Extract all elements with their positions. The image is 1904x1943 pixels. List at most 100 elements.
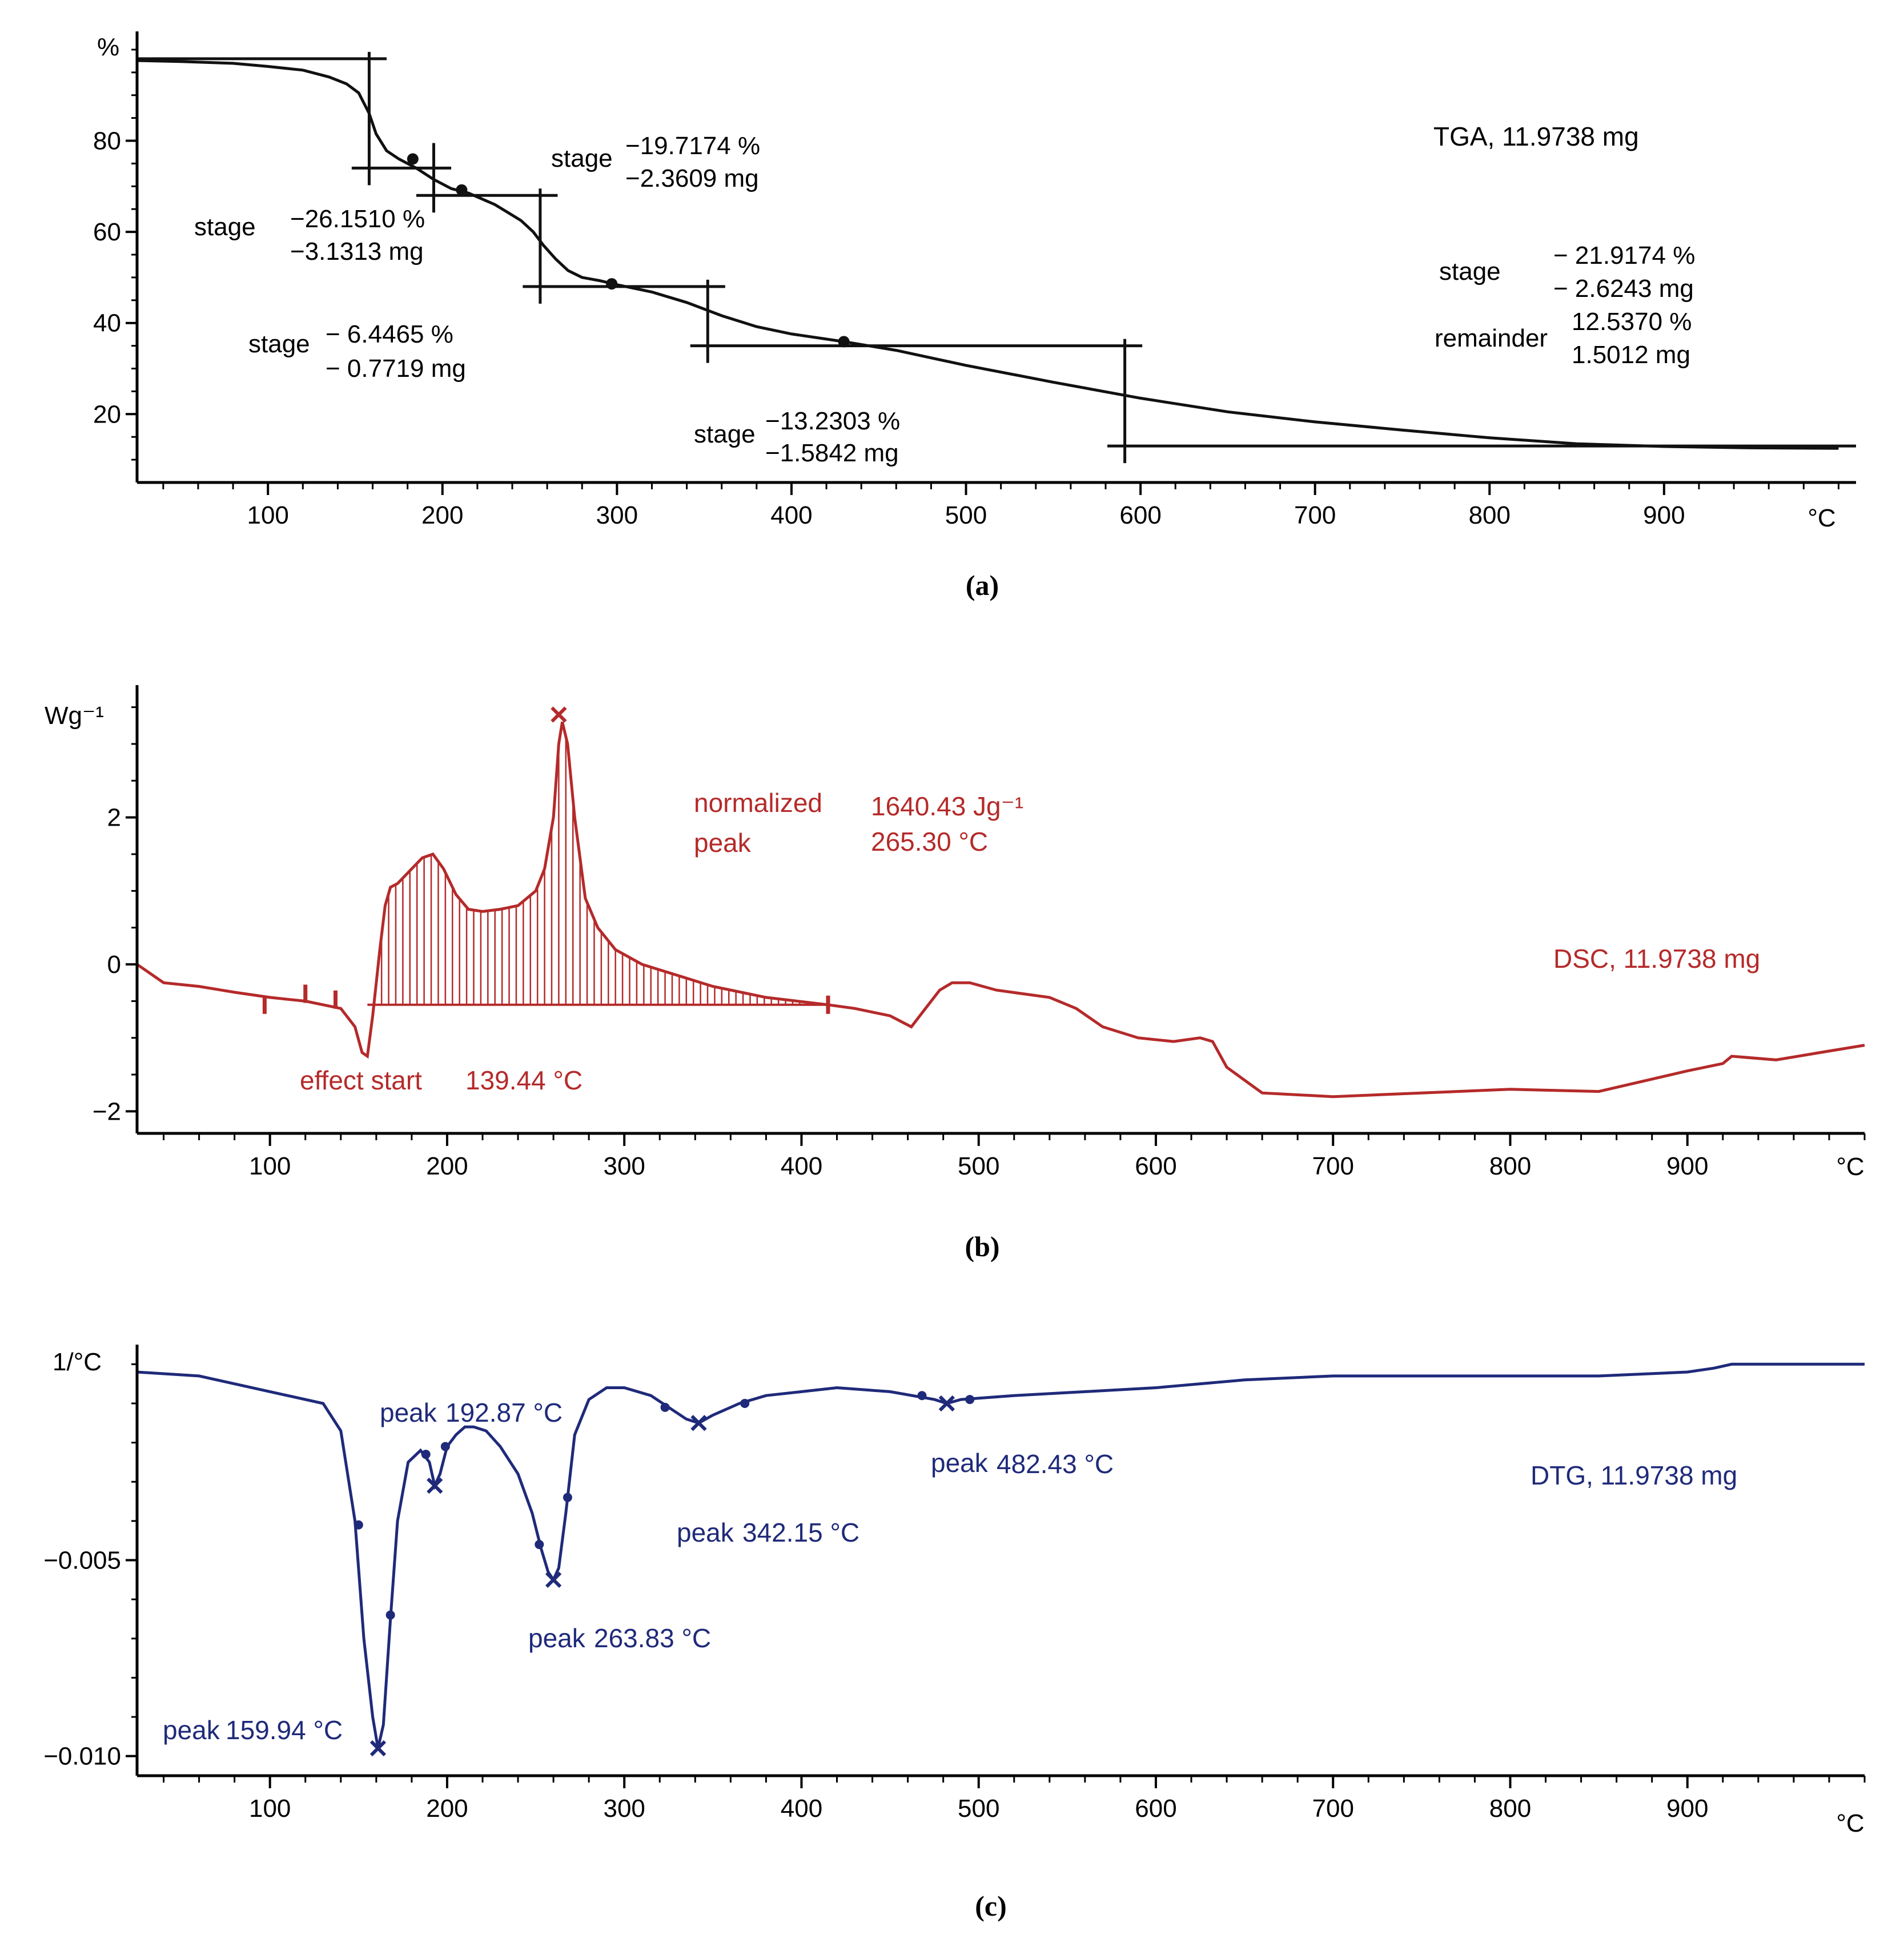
annotation-percent: 12.5370 %: [1572, 308, 1692, 336]
dsc-effect-start-annotation: effect start 139.44 °C: [300, 1065, 583, 1095]
dtg-marker: [917, 1391, 927, 1401]
annotation-label: stage: [194, 213, 256, 241]
tga-axes: 100 200 300 400 500 600 700 800 900 20 40 60 80: [93, 31, 1856, 529]
peak-label: peak: [694, 828, 752, 858]
dsc-curve: [136, 721, 1865, 1099]
tga-marker: [606, 278, 618, 290]
peak-label: peak: [528, 1623, 586, 1653]
dtg-x-unit: °C: [1836, 1809, 1864, 1837]
tga-marker: [407, 153, 419, 165]
x-tick-label: 100: [249, 1795, 291, 1823]
dtg-peak-marker: [427, 1477, 443, 1494]
dtg-peak-marker: [938, 1395, 955, 1412]
y-tick-label: 60: [93, 218, 121, 246]
peak-label: peak: [380, 1398, 437, 1427]
dtg-peak-label-1: peak 159.94 °C: [163, 1715, 343, 1745]
annotation-mass: −3.1313 mg: [290, 238, 424, 265]
dtg-peak-label-5: peak 482.43 °C: [931, 1448, 1114, 1479]
dtg-peak-label-2: peak 192.87 °C: [380, 1398, 563, 1427]
peak-value: 265.30 °C: [871, 827, 988, 856]
annotation-label: remainder: [1435, 324, 1548, 352]
x-tick-label: 500: [945, 501, 987, 529]
tga-stage-annotation-5: stage − 21.9174 % − 2.6243 mg: [1439, 242, 1695, 303]
x-tick-label: 700: [1312, 1795, 1354, 1823]
dsc-title: DSC, 11.9738 mg: [1553, 944, 1760, 973]
annotation-mass: − 0.7719 mg: [326, 355, 466, 383]
caption-b: (b): [965, 1230, 999, 1262]
peak-label: peak: [677, 1518, 734, 1547]
dsc-axes: 100 200 300 400 500 600 700 800 900 −2 0 2: [93, 685, 1866, 1180]
y-tick-label: 2: [107, 804, 121, 832]
peak-value: 263.83 °C: [594, 1623, 711, 1653]
dtg-peak-marker: [369, 1740, 387, 1757]
x-tick-label: 600: [1135, 1795, 1176, 1823]
dtg-markers: [354, 1391, 975, 1757]
effect-start-value: 139.44 °C: [465, 1065, 583, 1095]
y-tick-label: 0: [107, 951, 121, 979]
peak-value: 342.15 °C: [742, 1518, 859, 1547]
tga-title: TGA, 11.9738 mg: [1433, 122, 1639, 151]
y-tick-label: −0.005: [43, 1547, 121, 1575]
normalized-value: 1640.43 Jg⁻¹: [871, 791, 1023, 821]
dsc-markers: [262, 706, 830, 1014]
dsc-integrated-area: [367, 737, 828, 1006]
dtg-marker: [740, 1398, 750, 1408]
peak-value: 192.87 °C: [445, 1398, 563, 1427]
dtg-peak-marker: [545, 1571, 562, 1588]
dtg-marker: [563, 1493, 572, 1502]
tga-stage-annotation-2: stage −19.7174 % −2.3609 mg: [551, 132, 760, 192]
dsc-y-unit: Wg⁻¹: [45, 702, 104, 730]
tga-stage-annotation-3: stage − 6.4465 % − 0.7719 mg: [248, 320, 466, 383]
tga-x-unit: °C: [1807, 504, 1835, 532]
dtg-peak-marker: [690, 1415, 707, 1431]
x-tick-label: 900: [1666, 1152, 1708, 1180]
dtg-title: DTG, 11.9738 mg: [1531, 1461, 1737, 1490]
annotation-mass: −2.3609 mg: [625, 164, 759, 192]
tga-marker: [838, 336, 850, 348]
caption-a: (a): [966, 569, 999, 601]
x-tick-label: 600: [1119, 501, 1161, 529]
dsc-peak-annotation: normalized peak 1640.43 Jg⁻¹ 265.30 °C: [694, 788, 1023, 858]
dtg-marker: [354, 1520, 363, 1530]
caption-c: (c): [975, 1890, 1007, 1922]
tga-y-unit: %: [97, 33, 119, 61]
dsc-x-unit: °C: [1836, 1153, 1864, 1181]
annotation-label: stage: [694, 420, 756, 448]
dtg-axes: 100 200 300 400 500 600 700 800 900 −0.005 −0.010: [43, 1345, 1866, 1823]
tga-remainder-annotation: remainder 12.5370 % 1.5012 mg: [1435, 308, 1692, 369]
dsc-peak-marker: [551, 706, 567, 723]
y-tick-label: 20: [93, 400, 121, 428]
x-tick-label: 200: [421, 501, 463, 529]
x-tick-label: 300: [596, 501, 638, 529]
tga-stage-lines: [137, 51, 1856, 464]
dtg-marker: [421, 1450, 431, 1459]
annotation-label: stage: [1439, 258, 1501, 285]
peak-label: peak: [163, 1715, 220, 1745]
x-tick-label: 200: [426, 1152, 468, 1180]
x-tick-label: 900: [1643, 501, 1685, 529]
x-tick-label: 200: [426, 1795, 468, 1823]
x-tick-label: 100: [249, 1152, 291, 1180]
x-tick-label: 900: [1666, 1795, 1708, 1823]
x-tick-label: 400: [781, 1795, 822, 1823]
x-tick-label: 400: [781, 1152, 822, 1180]
annotation-percent: −19.7174 %: [625, 132, 760, 160]
dtg-marker: [660, 1402, 670, 1412]
y-tick-label: −2: [93, 1097, 121, 1125]
tga-curve: [136, 59, 1839, 450]
y-tick-label: −0.010: [43, 1743, 121, 1771]
x-tick-label: 800: [1489, 1795, 1531, 1823]
annotation-percent: − 21.9174 %: [1553, 242, 1695, 269]
tga-stage-annotation-1: stage −26.1510 % −3.1313 mg: [194, 205, 425, 265]
x-tick-label: 700: [1312, 1152, 1354, 1180]
dtg-peak-label-3: peak 263.83 °C: [528, 1623, 711, 1653]
annotation-mass: 1.5012 mg: [1572, 341, 1690, 369]
dsc-panel: 100 200 300 400 500 600 700 800 900−202 Wg⁻¹ °C …: [45, 685, 1866, 1181]
dtg-marker: [385, 1610, 395, 1620]
annotation-percent: −26.1510 %: [290, 205, 425, 233]
peak-value: 159.94 °C: [226, 1715, 343, 1745]
tga-markers: [407, 153, 850, 348]
dtg-marker: [440, 1442, 450, 1451]
